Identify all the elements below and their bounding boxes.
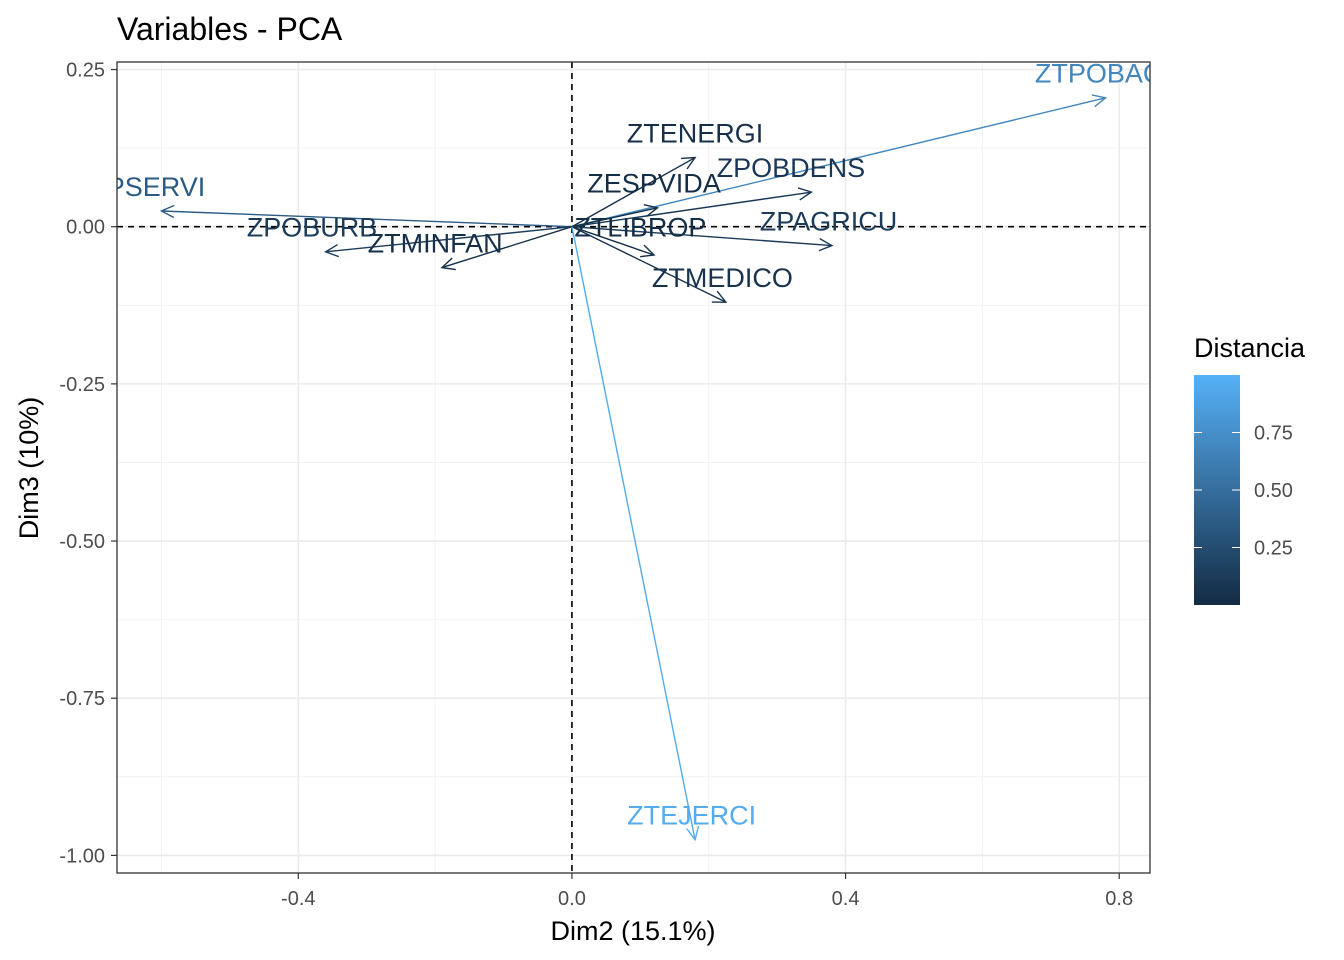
legend-tick-label: 0.50 <box>1254 480 1293 502</box>
y-axis-ticks: 0.25 0.00 -0.25 -0.50 -0.75 -1.00 <box>59 60 117 867</box>
label-ztpobact: ZTPOBAC <box>1035 59 1163 89</box>
arrow-ztmedico <box>571 226 728 303</box>
legend-ticks: 0.25 0.50 0.75 <box>1194 423 1293 560</box>
label-ztminfan: ZTMINFAN <box>368 228 503 258</box>
legend-tick-label: 0.25 <box>1254 538 1293 560</box>
label-ztmedico: ZTMEDICO <box>652 263 793 293</box>
color-legend: Distancia 0.25 0.50 0.75 <box>1194 333 1306 605</box>
chart-title: Variables - PCA <box>117 11 343 47</box>
legend-tick-label: 0.75 <box>1254 423 1293 445</box>
y-tick-label: -1.00 <box>59 845 105 867</box>
y-tick-label: 0.00 <box>66 217 105 239</box>
x-tick-label: 0.4 <box>832 888 860 910</box>
arrow-ztminfan <box>440 226 573 271</box>
legend-title: Distancia <box>1194 333 1306 363</box>
plot-panel-border <box>116 61 1151 874</box>
arrow-zpoburb <box>324 226 573 258</box>
arrow-zpservi <box>159 204 572 228</box>
y-axis-label: Dim3 (10%) <box>14 397 44 540</box>
label-ztejerci: ZTEJERCI <box>627 801 756 831</box>
variable-arrows <box>159 94 1108 842</box>
label-zpoburb: ZPOBURB <box>247 213 378 243</box>
y-tick-label: -0.75 <box>59 688 105 710</box>
arrow-ztenergi <box>571 156 697 228</box>
y-tick-label: -0.25 <box>59 374 105 396</box>
arrow-ztlibrop <box>571 226 656 258</box>
arrow-ztpobact <box>571 94 1108 228</box>
x-tick-label: 0.8 <box>1105 888 1133 910</box>
label-zpagricu: ZPAGRICU <box>760 206 898 236</box>
y-tick-label: -0.50 <box>59 531 105 553</box>
label-zpobdens: ZPOBDENS <box>717 153 866 183</box>
arrow-zpobdens <box>571 187 813 228</box>
plot-panel-background <box>117 62 1150 873</box>
label-zespvida: ZESPVIDA <box>587 169 721 199</box>
x-tick-label: 0.0 <box>558 888 586 910</box>
arrow-zpagricu <box>571 226 834 252</box>
x-axis-ticks: -0.4 0.0 0.4 0.8 <box>281 873 1133 910</box>
minor-grid <box>117 62 1150 873</box>
y-tick-label: 0.25 <box>66 60 105 82</box>
x-axis-label: Dim2 (15.1%) <box>550 916 715 946</box>
x-tick-label: -0.4 <box>281 888 315 910</box>
arrow-zespvida <box>571 203 660 228</box>
label-ztenergi: ZTENERGI <box>627 118 764 148</box>
label-zpservi: ZPSERVI <box>90 172 205 202</box>
label-ztlibrop: ZTLIBROP <box>574 213 706 243</box>
reference-lines <box>117 62 1150 873</box>
arrow-ztejerci <box>571 226 700 842</box>
